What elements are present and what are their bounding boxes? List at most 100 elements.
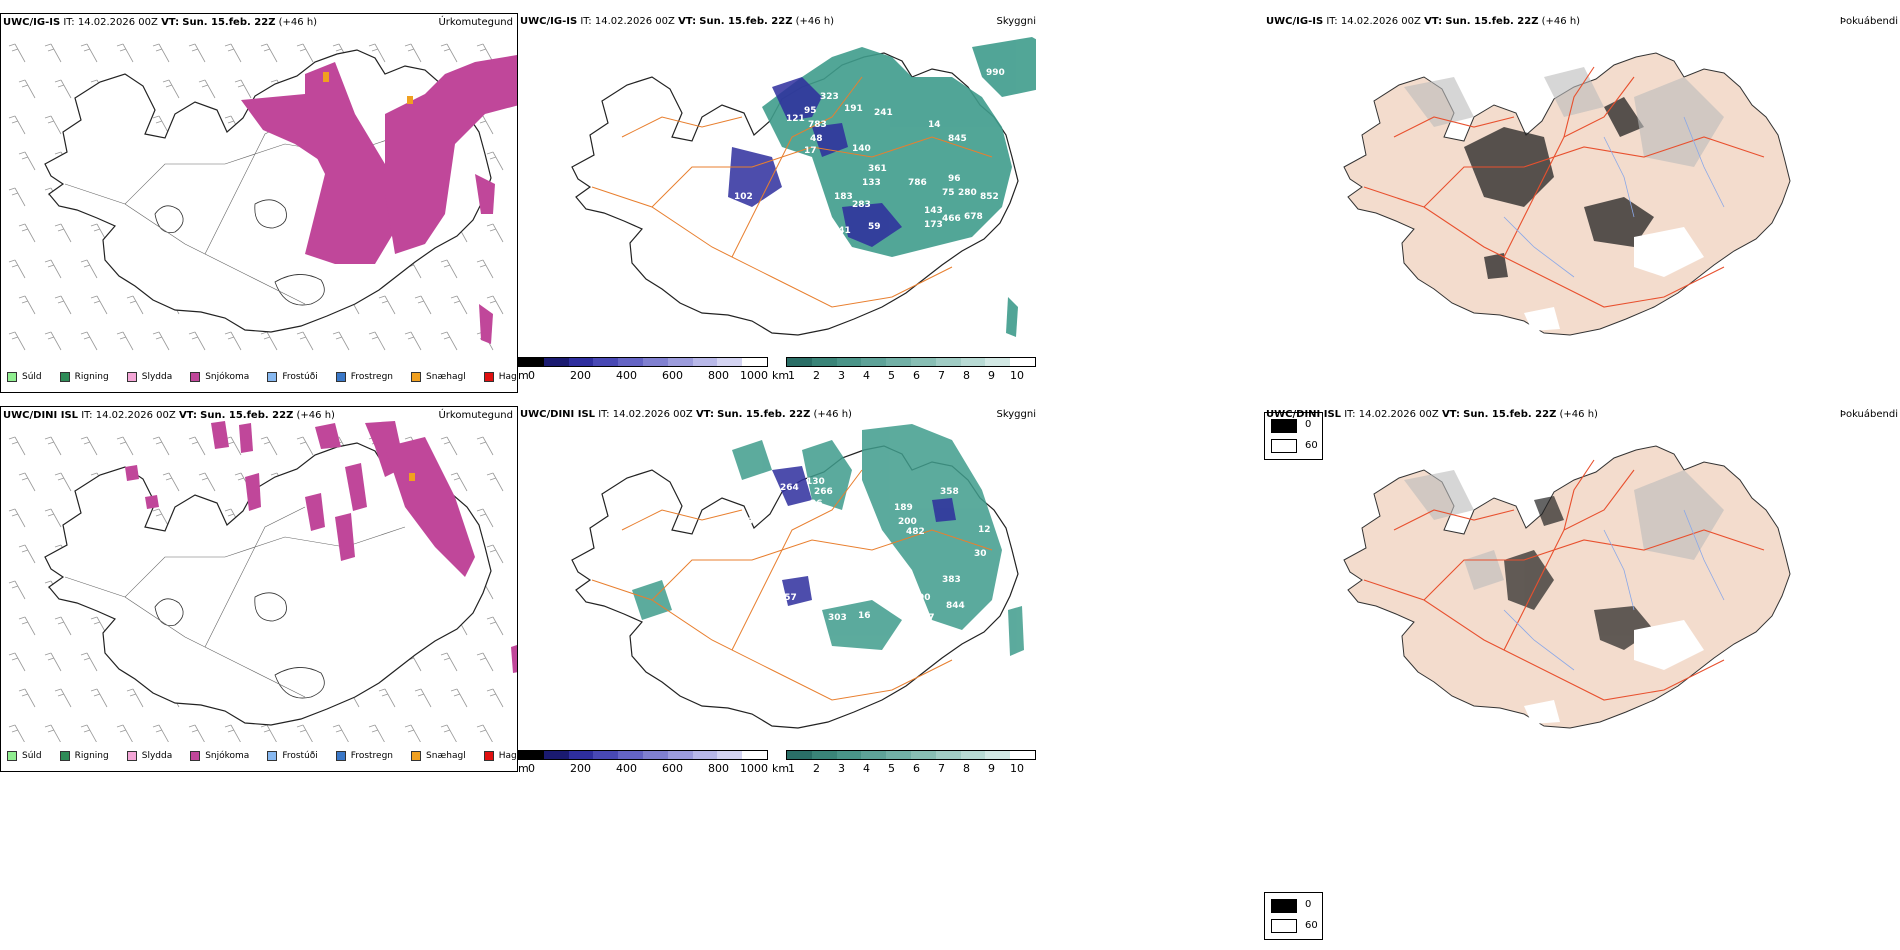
ceiling-value-label: 17 <box>804 146 817 156</box>
ceiling-value-label: 383 <box>942 575 961 585</box>
cloud-key-label: 0 <box>1305 899 1312 910</box>
colorbar-tick: 10 <box>1010 762 1024 775</box>
colorbar-tick: 6 <box>913 369 920 382</box>
colorbar-tick: 1000 <box>740 762 768 775</box>
wind-barb <box>8 43 26 63</box>
ceiling-value-label: 990 <box>986 68 1005 78</box>
ceiling-value-label: 200 <box>898 517 917 527</box>
wind-barb <box>224 724 241 742</box>
roads-orange <box>591 469 993 701</box>
ceiling-value-label: 189 <box>894 503 913 513</box>
wind-barb <box>126 688 144 708</box>
wind-barb <box>44 115 62 135</box>
wind-barb <box>414 295 432 315</box>
colorbar-tick: 7 <box>938 762 945 775</box>
ceiling-value-label: 75 <box>942 188 955 198</box>
swatch <box>483 751 494 761</box>
ceiling-value-label: 90 <box>918 593 931 603</box>
legend-item: Rigning <box>59 751 109 761</box>
snow-areas <box>241 55 517 344</box>
colorbar-unit: km <box>772 762 790 775</box>
wind-barb <box>476 43 494 63</box>
wind-barb <box>440 43 458 63</box>
ceiling-value-label: 209 <box>856 537 875 547</box>
colorbar-tick: 0 <box>528 369 535 382</box>
wind-barb <box>260 724 277 742</box>
cloud-key-light <box>1271 439 1297 453</box>
ceiling-value-label: 130 <box>806 477 825 487</box>
wind-barb <box>378 688 396 708</box>
wind-barb <box>18 544 36 564</box>
panel-header: UWC/DINI ISL IT: 14.02.2026 00Z VT: Sun.… <box>1266 409 1598 420</box>
wind-barb <box>486 544 504 564</box>
panel-title: Þokuábendi <box>1839 409 1898 420</box>
wind-barb <box>440 436 458 456</box>
ceiling-value-label: 852 <box>980 192 999 202</box>
fog-index-map <box>1343 445 1791 729</box>
wind-barb <box>54 223 72 243</box>
ceiling-value-label: 17 <box>922 613 935 623</box>
wind-barb <box>54 688 72 708</box>
wind-barb <box>8 724 25 742</box>
colorbar-tick: 200 <box>570 369 591 382</box>
cloud-key-label: 60 <box>1305 440 1318 451</box>
wind-barb <box>332 724 349 742</box>
wind-barb <box>44 652 62 672</box>
colorbar-tick: 200 <box>570 762 591 775</box>
ceiling-value-label: 283 <box>852 200 871 210</box>
ceiling-value-label: 183 <box>834 192 853 202</box>
wind-barb <box>8 508 26 528</box>
ceiling-value-label: 361 <box>868 164 887 174</box>
ceiling-value-label: 173 <box>924 220 943 230</box>
legend-item: Frostregn <box>335 372 393 382</box>
wind-barb <box>224 43 242 63</box>
panel-header: UWC/IG-IS IT: 14.02.2026 00Z VT: Sun. 15… <box>3 17 318 28</box>
ceiling-value-label: 230 <box>764 519 783 529</box>
cloud-key: 0 60 <box>1264 412 1323 460</box>
cloud-key-label: 60 <box>1305 920 1318 931</box>
wind-barb <box>404 724 421 742</box>
panel-title: Úrkomutegund <box>438 410 513 421</box>
ceiling-value-label: 19 <box>812 216 825 226</box>
swatch <box>190 751 201 761</box>
colorbar-m <box>518 357 768 367</box>
wind-barb <box>486 688 504 708</box>
swatch <box>335 751 346 761</box>
wind-barb <box>260 436 278 456</box>
fog-roads <box>1363 459 1765 701</box>
swatch <box>126 372 137 382</box>
swatch <box>126 751 137 761</box>
wind-barb <box>332 331 350 351</box>
colorbar-tick: 2 <box>813 762 820 775</box>
glacier-outlines <box>154 199 325 306</box>
precip-type-map <box>8 421 517 742</box>
legend-item: Frostregn <box>335 751 393 761</box>
swatch <box>190 372 201 382</box>
wind-barb <box>224 331 242 351</box>
wind-barb <box>152 508 170 528</box>
ceiling-value-label: 14 <box>928 120 941 130</box>
ceiling-value-label: 482 <box>906 527 925 537</box>
ceiling-value-label: 241 <box>874 108 893 118</box>
legend-item: Snæhagl <box>411 751 466 761</box>
ceiling-value-label: 191 <box>844 104 863 114</box>
wind-barb <box>260 43 278 63</box>
wind-barb <box>404 43 422 63</box>
legend-item: Rigning <box>59 372 109 382</box>
ceiling-value-label: 96 <box>948 174 961 184</box>
wind-barb <box>18 616 36 636</box>
swatch <box>267 372 278 382</box>
ceiling-value-label: 159 <box>844 583 863 593</box>
cloud-key: 0 60 <box>1264 892 1323 940</box>
precip-legend: Súld Rigning Slydda Snjókoma Frostúði Fr… <box>7 751 517 761</box>
wind-barb <box>8 331 26 351</box>
ceiling-value-label: 375 <box>734 517 753 527</box>
rivers <box>1503 509 1725 671</box>
ceiling-value-label: 157 <box>778 593 797 603</box>
wind-barb <box>486 472 504 492</box>
legend-item: Haglél <box>483 751 517 761</box>
precip-panel-dini: UWC/DINI ISL IT: 14.02.2026 00Z VT: Sun.… <box>0 406 518 772</box>
colorbar-tick: 3 <box>838 369 845 382</box>
